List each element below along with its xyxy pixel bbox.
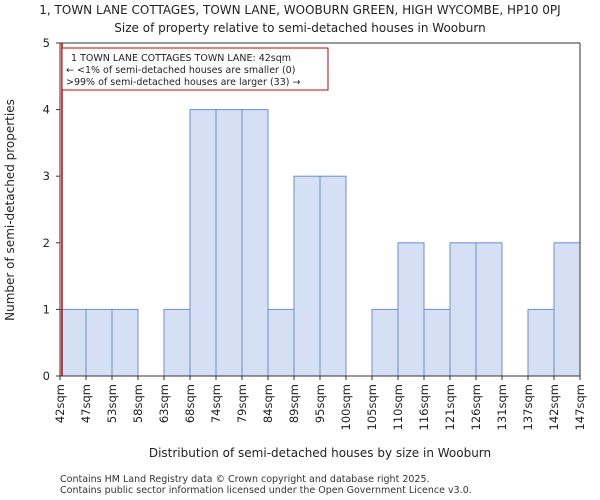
bar-110sqm	[397, 242, 425, 377]
y-tick-label: 4	[43, 103, 50, 117]
chart-title: 1, TOWN LANE COTTAGES, TOWN LANE, WOOBUR…	[39, 3, 560, 17]
x-tick-label: 121sqm	[443, 384, 457, 430]
bar-63sqm	[163, 308, 191, 377]
annotation-line-1: 1 TOWN LANE COTTAGES TOWN LANE: 42sqm	[71, 53, 291, 64]
x-tick-label: 84sqm	[261, 384, 275, 423]
x-tick-label: 95sqm	[313, 384, 327, 423]
x-tick-label: 110sqm	[391, 384, 405, 430]
x-tick-label: 53sqm	[105, 384, 119, 423]
bar-84sqm	[267, 308, 295, 377]
bar-105sqm	[371, 308, 399, 377]
x-tick-label: 116sqm	[417, 384, 431, 430]
chart-subtitle: Size of property relative to semi-detach…	[114, 21, 485, 35]
bar-95sqm	[319, 175, 347, 377]
y-tick-label: 0	[43, 369, 50, 383]
x-tick-label: 105sqm	[365, 384, 379, 430]
y-tick-label: 1	[43, 302, 50, 316]
y-tick-label: 5	[43, 36, 50, 50]
y-axis-label: Number of semi-detached properties	[3, 99, 17, 321]
bar-121sqm	[449, 242, 477, 377]
bar-137sqm	[527, 308, 555, 377]
x-tick-label: 126sqm	[469, 384, 483, 430]
x-tick-label: 142sqm	[547, 384, 561, 430]
x-tick-label: 63sqm	[157, 384, 171, 423]
footer-line-2: Contains public sector information licen…	[60, 485, 472, 496]
bar-68sqm	[189, 109, 217, 377]
x-tick-label: 131sqm	[495, 384, 509, 430]
annotation-line-3: >99% of semi-detached houses are larger …	[66, 77, 300, 88]
annotation-box: 1 TOWN LANE COTTAGES TOWN LANE: 42sqm ← …	[61, 47, 329, 91]
bar-79sqm	[241, 109, 269, 377]
y-tick-label: 2	[43, 236, 50, 250]
x-tick-label: 147sqm	[573, 384, 587, 430]
bar-116sqm	[423, 308, 451, 377]
x-tick-label: 89sqm	[287, 384, 301, 423]
bar-47sqm	[85, 308, 113, 377]
x-axis-label: Distribution of semi-detached houses by …	[149, 446, 491, 460]
x-tick-label: 42sqm	[53, 384, 67, 423]
x-tick-label: 74sqm	[209, 384, 223, 423]
bar-53sqm	[111, 308, 139, 377]
bar-126sqm	[475, 242, 503, 377]
x-tick-label: 100sqm	[339, 384, 353, 430]
bar-89sqm	[293, 175, 321, 377]
x-tick-label: 137sqm	[521, 384, 535, 430]
annotation-line-2: ← <1% of semi-detached houses are smalle…	[66, 65, 295, 76]
x-tick-label: 58sqm	[131, 384, 145, 423]
footer-line-1: Contains HM Land Registry data © Crown c…	[60, 474, 430, 485]
y-tick-label: 3	[43, 169, 50, 183]
bar-74sqm	[215, 109, 243, 377]
bar-42sqm	[59, 308, 87, 377]
x-tick-label: 68sqm	[183, 384, 197, 423]
x-tick-label: 47sqm	[79, 384, 93, 423]
x-tick-label: 79sqm	[235, 384, 249, 423]
bar-142sqm	[553, 242, 581, 377]
